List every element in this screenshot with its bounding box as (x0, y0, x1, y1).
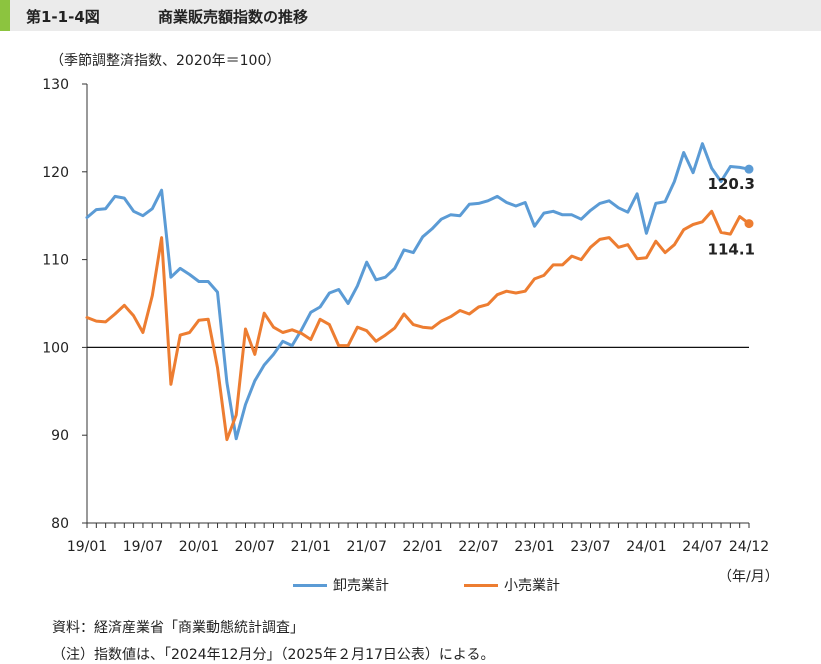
header-accent (0, 0, 10, 31)
x-tick-label-22-07: 22/07 (458, 539, 498, 555)
legend-swatch-wholesale (293, 583, 327, 587)
series-end-point-1 (744, 219, 754, 229)
x-tick-label-24-07: 24/07 (682, 539, 722, 555)
series-end-label-0: 120.3 (708, 175, 755, 193)
figure-header: 第1-1-4図 商業販売額指数の推移 (0, 0, 821, 31)
y-axis-unit-label: （季節調整済指数、2020年＝100） (50, 53, 281, 69)
legend-label-wholesale: 卸売業計 (333, 578, 389, 594)
x-tick-label-20-01: 20/01 (179, 539, 219, 555)
y-tick-label-110: 110 (42, 253, 69, 269)
x-tick-label-21-01: 21/01 (291, 539, 331, 555)
series-line-0 (85, 142, 751, 441)
x-tick-label-20-07: 20/07 (235, 539, 275, 555)
y-tick-label-100: 100 (42, 340, 69, 356)
x-tick-label-21-07: 21/07 (347, 539, 387, 555)
legend-item-wholesale: 卸売業計 (293, 575, 389, 595)
x-tick-label-24-01: 24/01 (626, 539, 666, 555)
x-tick-label-24-12: 24/12 (729, 539, 769, 555)
figure-number: 第1-1-4図 (26, 8, 100, 26)
x-tick-label-19-01: 19/01 (67, 539, 107, 555)
x-tick-label-19-07: 19/07 (123, 539, 163, 555)
y-tick-label-80: 80 (51, 516, 69, 532)
y-tick-label-120: 120 (42, 165, 69, 181)
legend-swatch-retail (464, 583, 498, 587)
figure-title: 商業販売額指数の推移 (158, 8, 309, 26)
y-tick-label-90: 90 (51, 428, 69, 444)
y-tick-label-130: 130 (42, 77, 69, 93)
footnote: （注）指数値は、「2024年12月分」（2025年２月17日公表）による。 (52, 647, 495, 663)
series-line-1 (85, 209, 751, 442)
x-axis-unit-label: （年/月） (718, 569, 779, 585)
x-tick-label-22-01: 22/01 (402, 539, 442, 555)
series-end-label-1: 114.1 (708, 241, 755, 259)
x-tick-label-23-01: 23/01 (514, 539, 554, 555)
legend: 卸売業計 小売業計 (0, 575, 821, 599)
source-note: 資料：経済産業省「商業動態統計調査」 (52, 620, 304, 636)
legend-label-retail: 小売業計 (504, 578, 560, 594)
x-tick-label-23-07: 23/07 (570, 539, 610, 555)
legend-item-retail: 小売業計 (464, 575, 560, 595)
series-end-point-0 (744, 164, 754, 174)
